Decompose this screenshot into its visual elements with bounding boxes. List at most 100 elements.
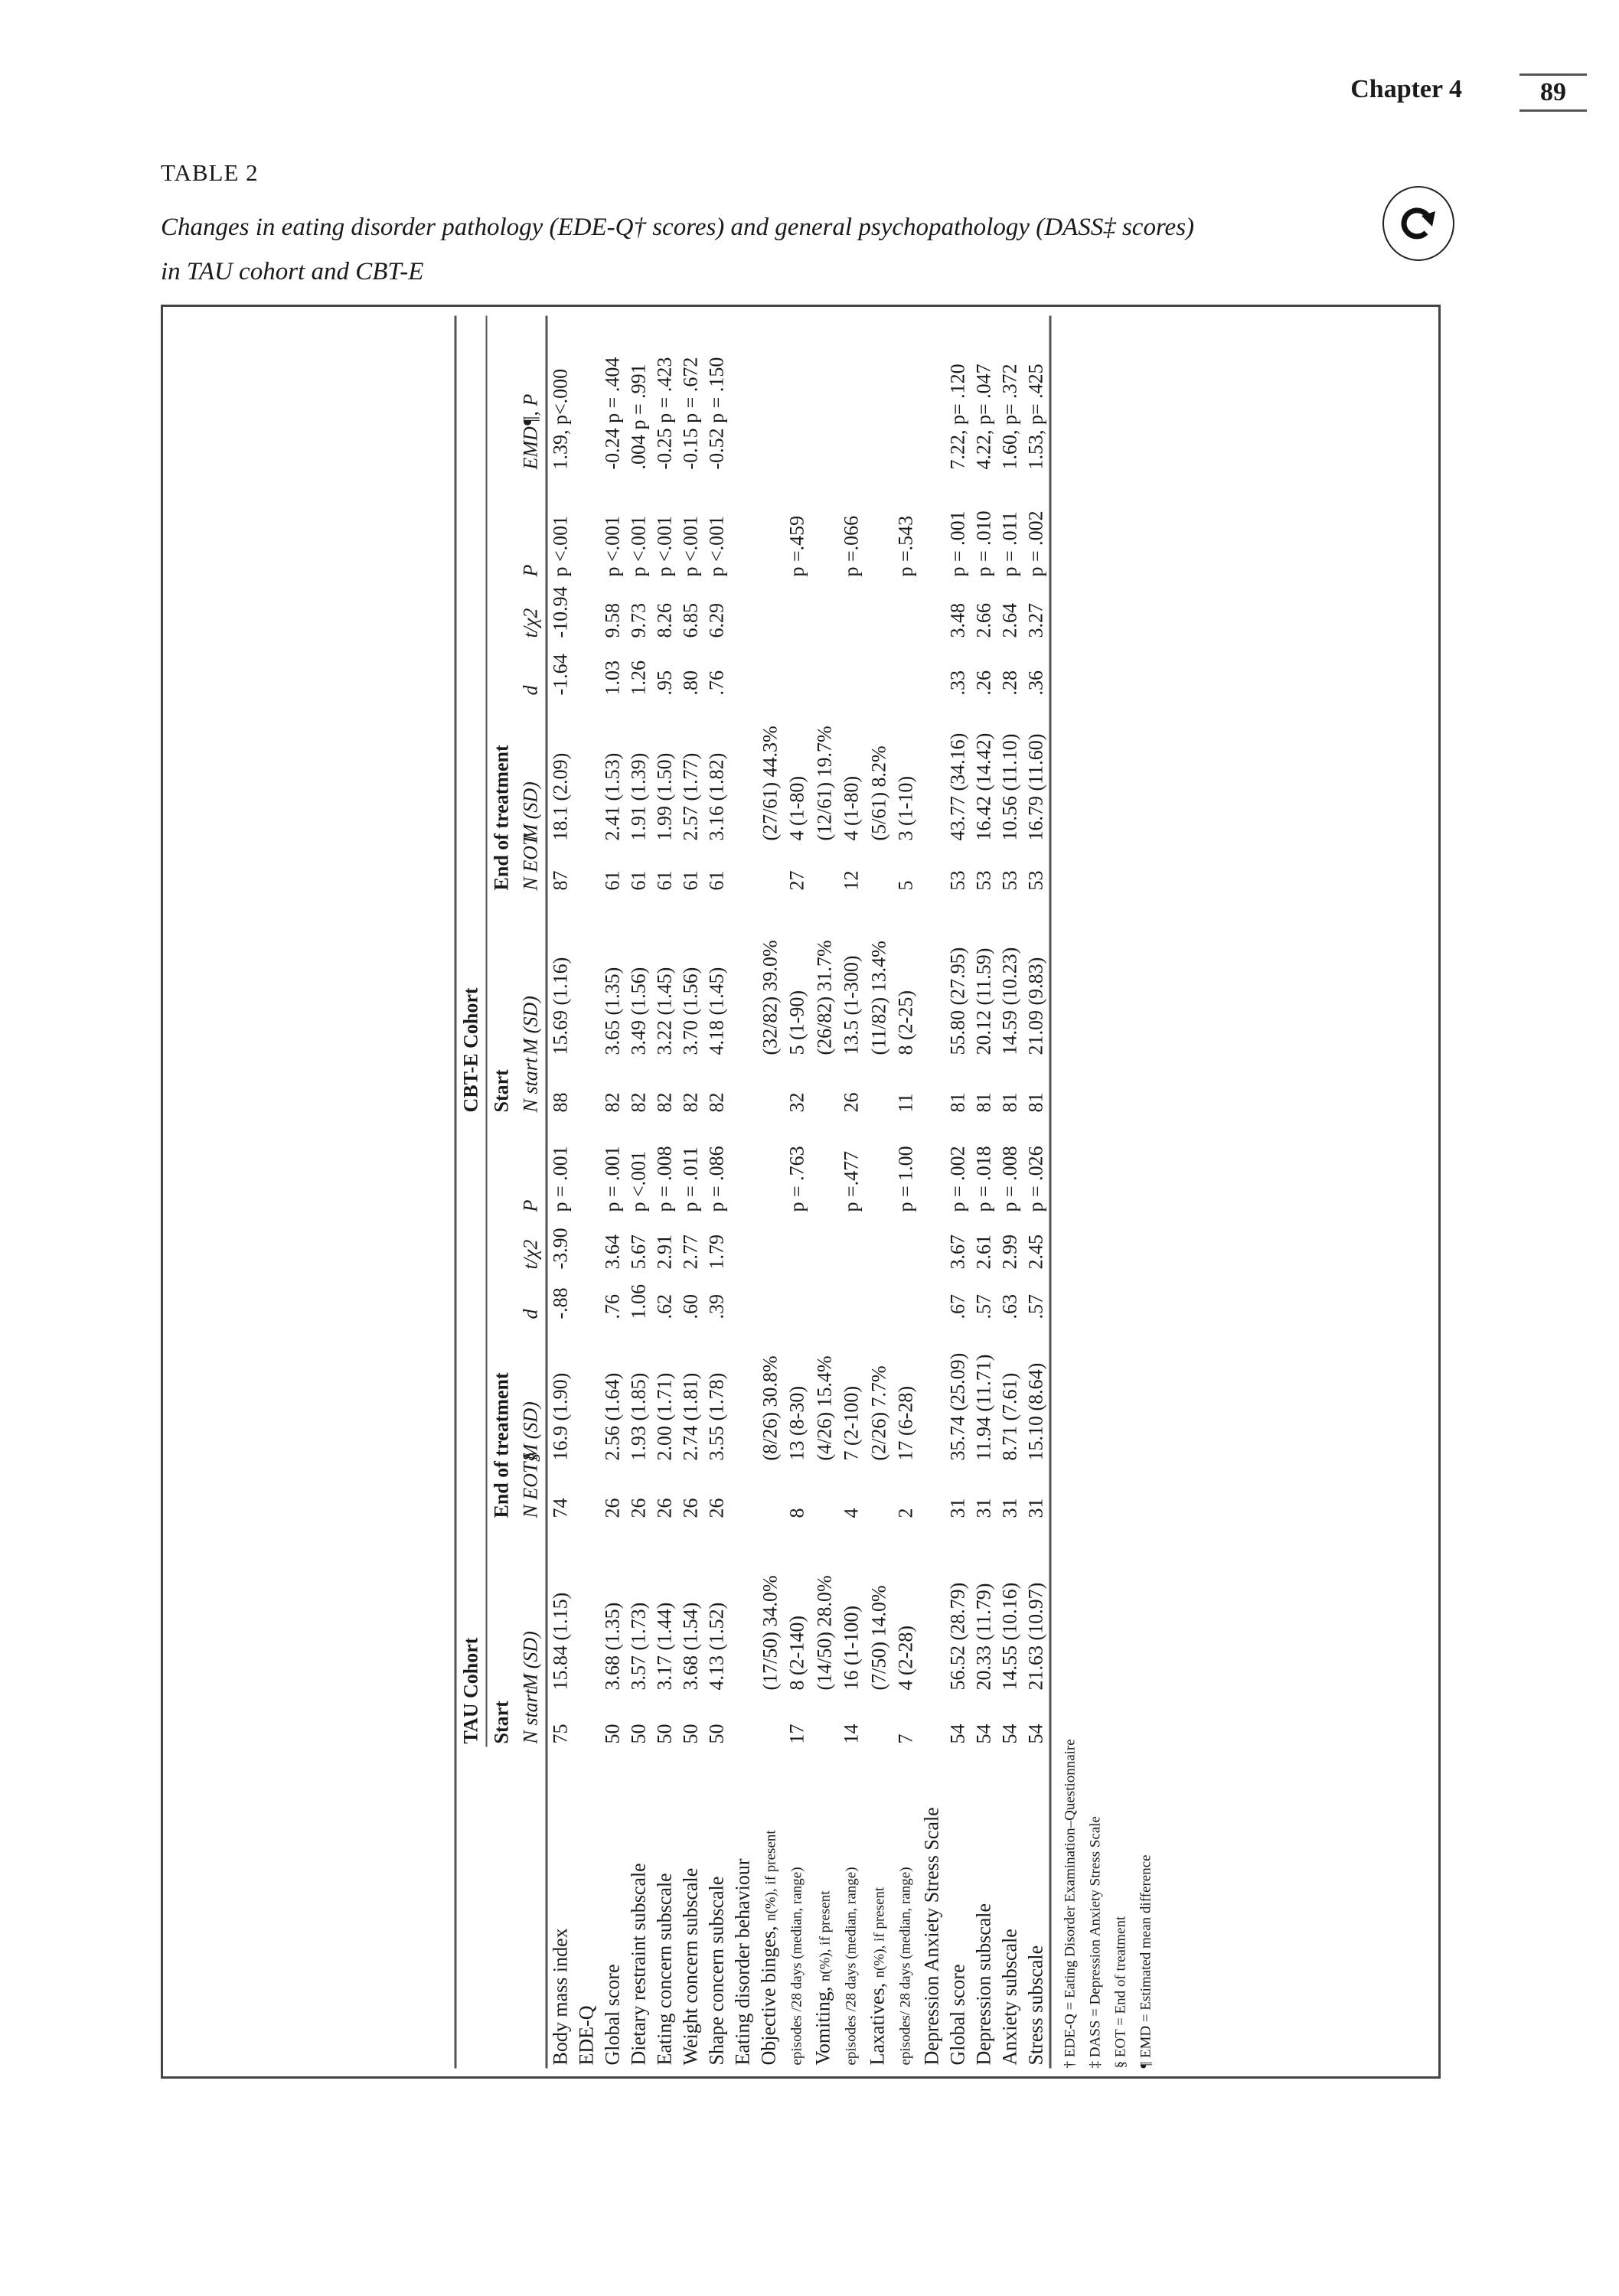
table-cell [919,1464,945,1521]
table-cell: 17 [785,1724,808,1744]
table-cell: -1.64 [549,654,572,696]
table-cell [574,1058,600,1115]
table-cell: 53 [1023,843,1050,894]
row-label-note: episodes/ 28 days (median, range) [897,1867,914,2066]
table-cell: 14.59 (10.23) [998,947,1021,1055]
table-cell: 1.39, p<.000 [549,368,572,470]
table-cell: p = .002 [946,1146,969,1212]
column-header: d [516,1272,547,1322]
table-row: Vomiting, n(%), if present (14/50) 28.0% (… [811,315,839,2068]
row-label-text: Global score [601,1964,624,2066]
footnotes: † EDE-Q = Eating Disorder Examination–Qu… [1058,316,1159,2068]
table-cell: -0.24 p = .404 [601,357,624,470]
row-label: Shape concern subscale [704,1747,730,2069]
row-label: EDE-Q [574,1747,600,2069]
table-cell: 15.69 (1.16) [549,957,572,1055]
table-cell [865,1464,893,1521]
row-label-text: Shape concern subscale [705,1876,728,2066]
table-cell: 50 [705,1724,728,1744]
results-table: TAU Cohort CBT-E Cohort Start End of treatm… [455,315,1052,2069]
table-cell: 4 [840,1508,863,1518]
column-header: M (SD) [516,1521,547,1694]
header-subgroup-row: Start End of treatment Start End of treatme… [487,315,517,2068]
table-cell: 3.65 (1.35) [601,967,624,1055]
table-cell: 14 [840,1724,863,1744]
table-row: Eating disorder behaviour [730,315,756,2068]
table-frame [161,305,1441,2079]
subgroup-header: Start [490,1701,513,1744]
row-label: Eating concern subscale [652,1747,678,2069]
table-cell [574,315,600,472]
table-cell [756,1694,785,1747]
row-label: Dietary restraint subscale [626,1747,652,2069]
table-cell [919,698,945,843]
table-cell [756,1273,785,1322]
table-cell: 43.77 (34.16) [946,732,969,841]
table-cell: 4 (1-80) [840,776,863,841]
table-cell [730,893,756,1058]
table-cell [811,1273,839,1322]
table-cell: 12 [840,870,863,891]
table-cell [811,1694,839,1747]
table-cell [919,1273,945,1322]
table-cell: (12/61) 19.7% [813,726,835,841]
column-header: t/χ2 [516,1215,547,1273]
table-cell [756,1058,785,1115]
table-cell: p = .001 [946,510,969,577]
table-label: TABLE 2 [161,159,259,186]
table-cell: 2.45 [1023,1215,1050,1273]
table-cell: 61 [705,870,728,891]
table-cell: 8 (2-25) [894,990,917,1055]
table-cell: 20.12 (11.59) [972,947,995,1055]
table-cell [839,579,865,641]
table-cell [756,315,785,472]
table-cell [919,1521,945,1694]
table-cell: -3.90 [549,1228,572,1270]
rotated-table-container: TAU Cohort CBT-E Cohort Start End of treatm… [455,315,1170,2069]
row-label: Objective binges, n(%), if present [756,1747,785,2069]
column-header: M (SD) [516,1322,547,1464]
table-cell: (7/50) 14.0% [867,1585,889,1691]
table-cell [574,698,600,843]
table-row: Eating concern subscale 50 3.17 (1.44) 26 2.… [652,315,678,2068]
table-cell: 82 [627,1092,650,1113]
table-cell: 3 (1-10) [894,776,917,841]
table-cell: 21.09 (9.83) [1023,893,1050,1058]
table-cell: 20.33 (11.79) [972,1583,995,1691]
table-cell: 4.13 (1.52) [705,1602,728,1691]
table-cell [811,843,839,893]
table-cell: 5 (1-90) [785,990,808,1055]
table-cell: 50 [679,1724,702,1744]
table-cell: 3.68 (1.35) [601,1602,624,1691]
table-cell [730,1273,756,1322]
table-cell [811,579,839,641]
table-cell [574,1521,600,1694]
table-cell: 2.64 [998,602,1021,638]
table-row-continuation: episodes /28 days (median, range) 14 16 (1… [839,315,865,2068]
table-cell: 3.49 (1.56) [627,967,650,1055]
table-cell: 3.55 (1.78) [705,1372,728,1461]
table-row: Objective binges, n(%), if present (17/50… [756,315,785,2068]
table-cell: p =.477 [840,1150,863,1212]
table-cell: 2.57 (1.77) [679,752,702,841]
rotate-clockwise-icon[interactable] [1382,186,1454,261]
table-cell: 6.85 [679,602,702,638]
table-cell: 3.64 [601,1234,624,1270]
rotate-arrow-icon [1401,207,1435,240]
table-cell [893,1215,919,1273]
column-header: d [516,641,547,699]
table-cell: p =.066 [840,515,863,577]
table-cell: p <.001 [679,515,702,577]
table-cell: 2.74 (1.81) [679,1372,702,1461]
column-header: P [516,472,547,580]
table-cell: (11/82) 13.4% [867,941,889,1055]
table-cell: 75 [549,1724,572,1744]
table-cell: 17 (6-28) [894,1386,917,1461]
table-cell: .63 [998,1294,1021,1319]
column-header: P [516,1115,547,1215]
table-cell: .57 [972,1294,995,1319]
table-cell: .33 [946,670,969,696]
table-cell: p = .011 [998,511,1021,577]
table-cell: 18.1 (2.09) [549,752,572,841]
table-cell: 11.94 (11.71) [972,1354,995,1461]
